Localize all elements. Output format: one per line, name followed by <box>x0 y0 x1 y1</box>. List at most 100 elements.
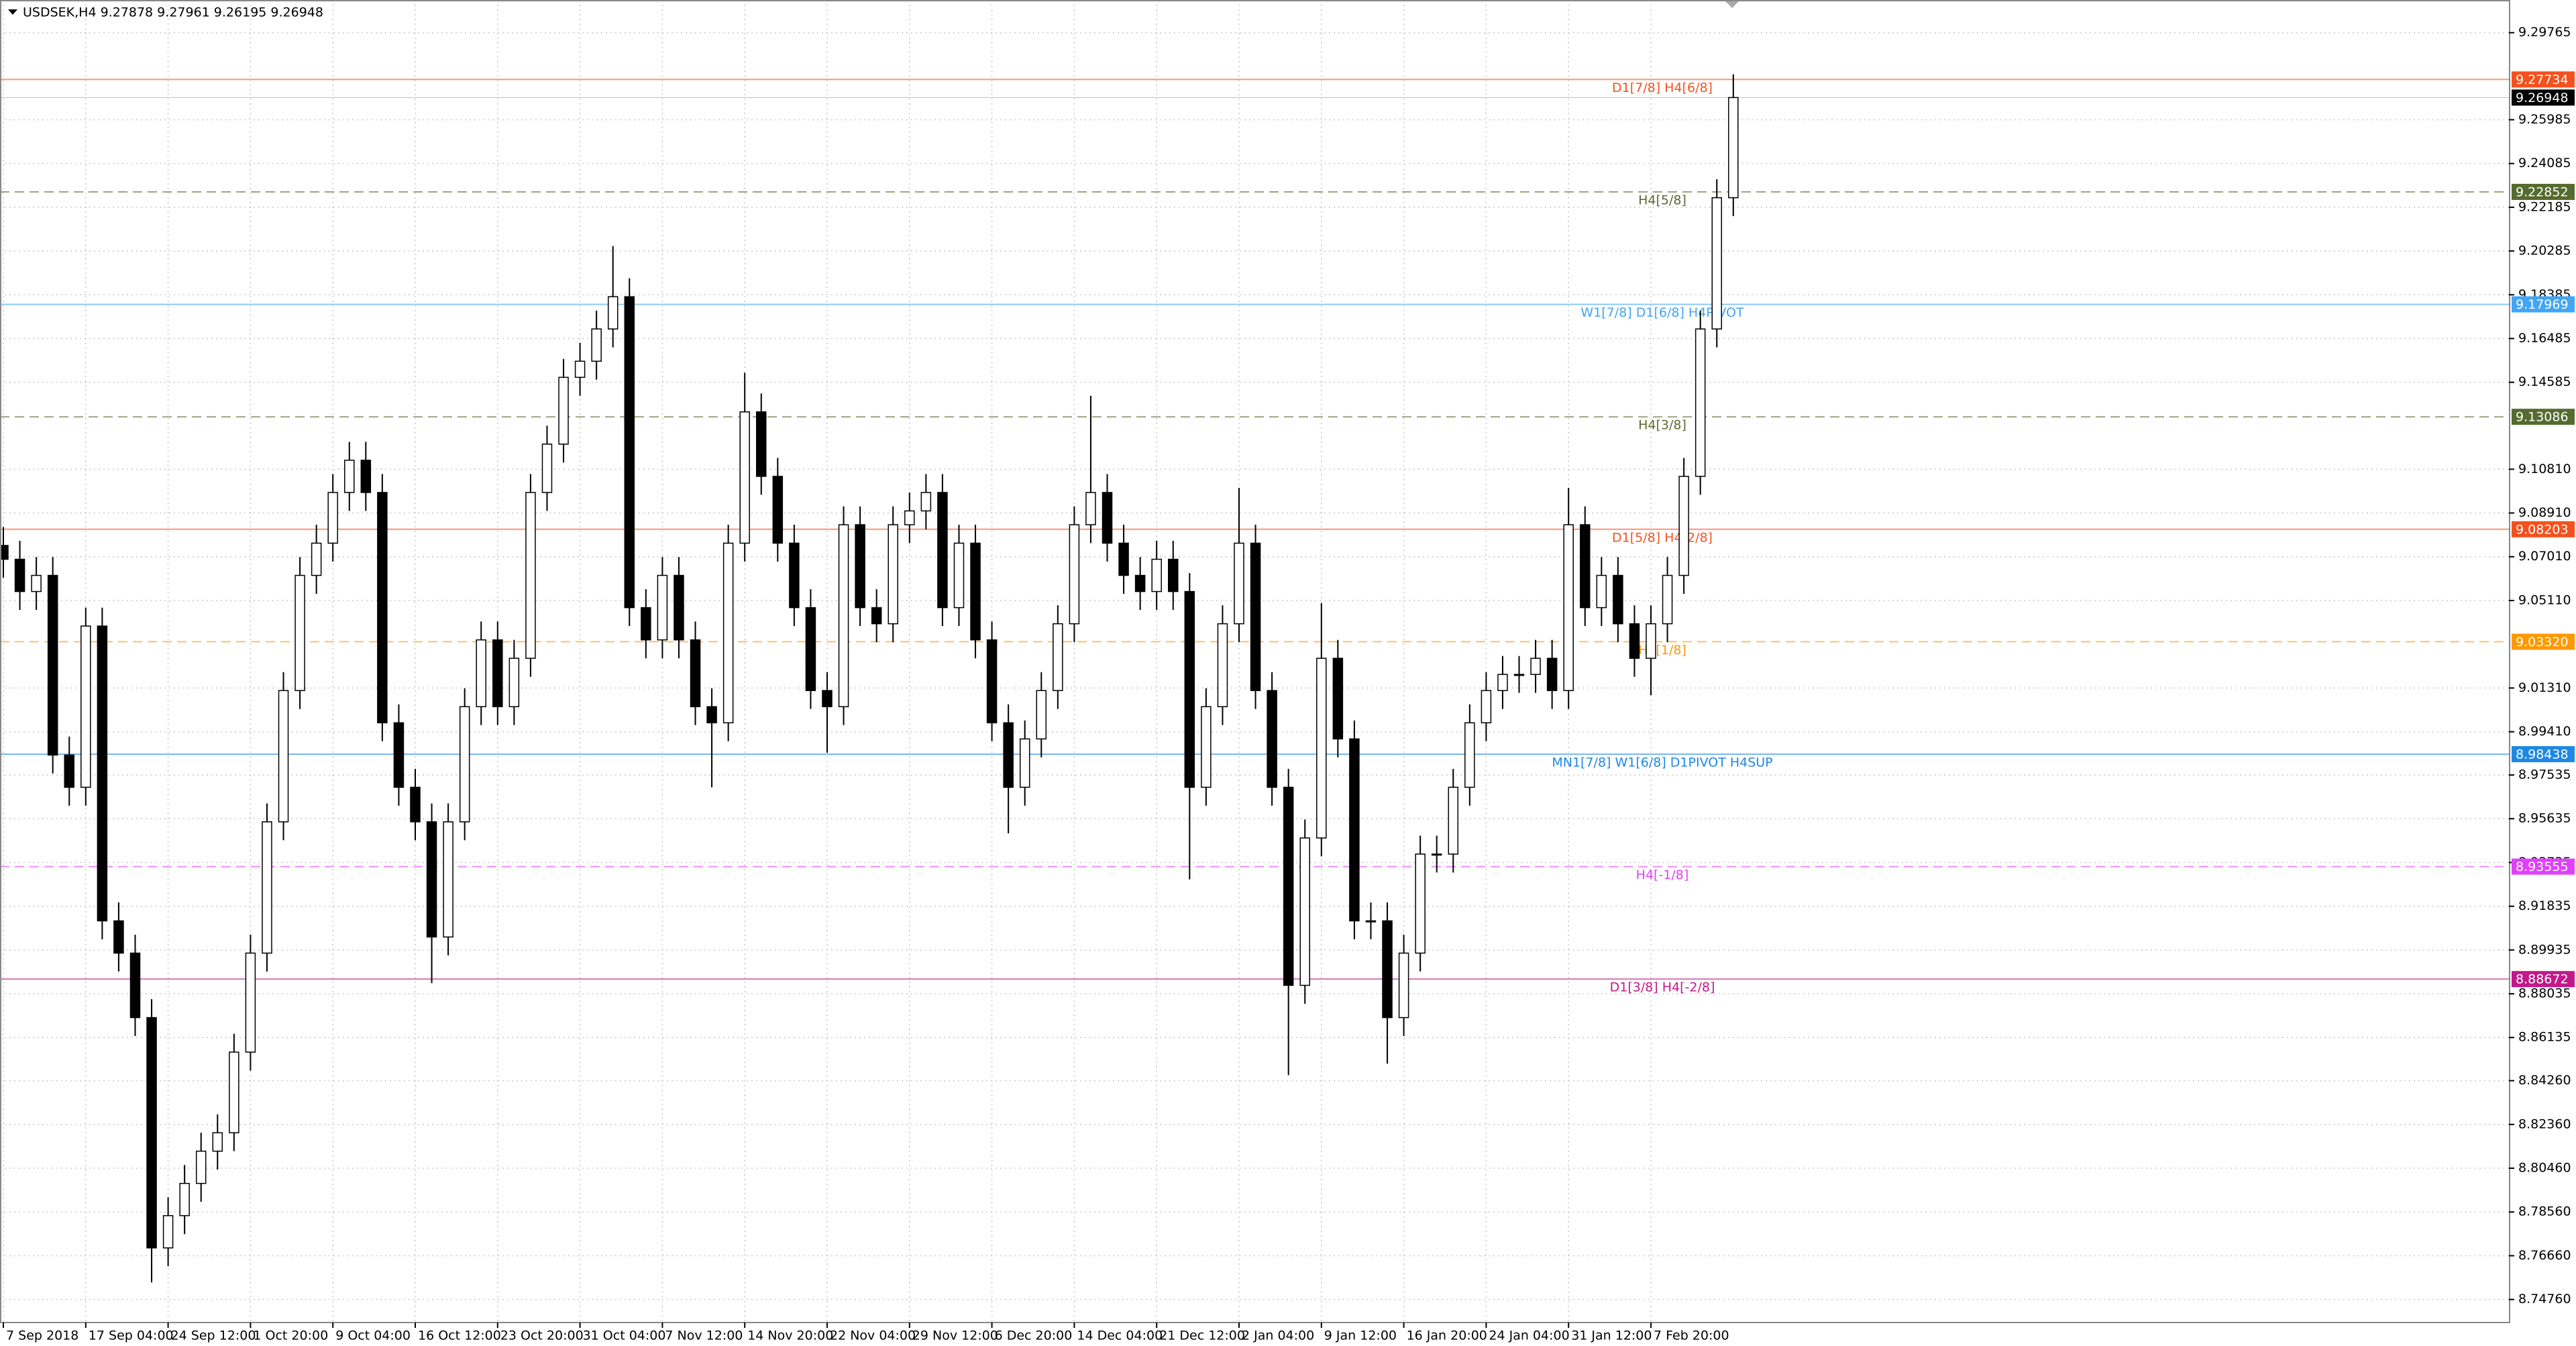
candle-body <box>970 542 981 641</box>
candle-body <box>1662 574 1673 625</box>
candle-body <box>1464 722 1475 788</box>
candle-body <box>739 411 750 544</box>
price-tag <box>2512 183 2575 200</box>
candle-body <box>1513 674 1525 676</box>
y-tick-label: 9.01310 <box>2518 680 2571 695</box>
candle-body <box>1118 542 1129 576</box>
price-tag <box>2512 858 2575 875</box>
candle-body <box>360 460 372 493</box>
candle-body <box>278 690 289 823</box>
y-tick-label: 8.80460 <box>2518 1161 2571 1176</box>
candle-body <box>937 492 948 609</box>
candle-body <box>1168 558 1179 592</box>
candle-body <box>1448 786 1459 855</box>
price-tag-label: 9.22852 <box>2516 185 2569 199</box>
level-label: D1[7/8] H4[6/8] <box>1612 81 1713 95</box>
chart-title: USDSEK,H4 9.27878 9.27961 9.26195 9.2694… <box>23 5 323 20</box>
price-tag-label: 8.98438 <box>2516 747 2569 762</box>
y-tick-label: 8.82360 <box>2518 1117 2571 1131</box>
x-tick-label: 2 Jan 04:00 <box>1242 1329 1314 1343</box>
candle-body <box>855 524 865 609</box>
candle-body <box>146 1017 157 1249</box>
candle-body <box>443 821 453 938</box>
candle-body <box>772 476 784 544</box>
candle-body <box>64 754 74 788</box>
candle-body <box>525 492 536 659</box>
price-tag-label: 9.27734 <box>2516 72 2569 87</box>
level-label: MN1[7/8] W1[6/8] D1PIVOT H4SUP <box>1552 755 1772 770</box>
level-label: H4[3/8] <box>1638 418 1686 433</box>
x-tick-label: 16 Jan 20:00 <box>1407 1329 1487 1343</box>
plot-border <box>0 0 2510 1323</box>
candle-body <box>888 524 898 625</box>
y-tick-label: 9.29765 <box>2518 25 2571 40</box>
candle-body <box>1481 690 1492 723</box>
candle-body <box>1184 590 1195 788</box>
y-tick-label: 8.89935 <box>2518 942 2571 957</box>
candle-body <box>1530 658 1541 675</box>
candle-body <box>212 1132 223 1152</box>
candle-body <box>541 444 553 493</box>
candle-body <box>756 411 767 477</box>
price-tag <box>2512 71 2575 88</box>
candle-body <box>607 296 619 330</box>
price-tag <box>2512 521 2575 537</box>
price-tag-label: 9.26948 <box>2516 91 2569 105</box>
level-label: H4[5/8] <box>1638 193 1686 207</box>
candle-body <box>1151 558 1162 592</box>
candle-body <box>1217 623 1228 707</box>
candle-body <box>162 1214 174 1249</box>
candle-body <box>722 542 734 723</box>
candle-body <box>311 542 322 576</box>
candle-body <box>1267 690 1277 788</box>
candle-body <box>1102 492 1113 544</box>
candle-body <box>591 328 602 362</box>
y-tick-label: 9.10810 <box>2518 462 2571 476</box>
x-tick-label: 7 Sep 2018 <box>6 1329 78 1343</box>
price-tag-label: 9.17969 <box>2516 297 2569 312</box>
price-tag-label: 9.13086 <box>2516 410 2569 425</box>
candle-body <box>1563 524 1574 691</box>
x-tick-label: 23 Oct 20:00 <box>500 1329 584 1343</box>
candle-body <box>344 460 355 493</box>
x-tick-label: 14 Nov 20:00 <box>747 1329 833 1343</box>
candle-body <box>1497 674 1508 691</box>
menu-arrow[interactable] <box>8 9 17 15</box>
x-tick-label: 16 Oct 12:00 <box>418 1329 501 1343</box>
y-tick-label: 8.76660 <box>2518 1248 2571 1263</box>
candle-body <box>822 690 833 707</box>
candle-body <box>245 952 256 1053</box>
candle-body <box>1613 574 1623 625</box>
candle-body <box>871 607 882 625</box>
candle-body <box>1398 952 1409 1019</box>
y-tick-label: 9.22185 <box>2518 199 2571 214</box>
level-label: W1[7/8] D1[6/8] H4PIVOT <box>1580 305 1744 320</box>
candle-body <box>0 545 9 560</box>
candle-body <box>558 376 569 445</box>
x-tick-label: 14 Dec 04:00 <box>1077 1329 1163 1343</box>
candle-body <box>80 625 91 788</box>
price-tag <box>2512 409 2575 425</box>
candle-body <box>674 574 684 641</box>
y-tick-label: 9.05110 <box>2518 592 2571 607</box>
price-tag-label: 9.03320 <box>2516 635 2569 650</box>
candle-body <box>1728 97 1739 199</box>
y-tick-label: 8.84260 <box>2518 1073 2571 1088</box>
price-tag-label: 8.93555 <box>2516 860 2569 874</box>
candle-body <box>294 574 305 691</box>
candle-body <box>508 658 520 707</box>
candle-body <box>1382 920 1393 1019</box>
level-label: D1[3/8] H4[-2/8] <box>1610 980 1715 995</box>
candle-body <box>706 706 717 723</box>
y-tick-label: 8.78560 <box>2518 1204 2571 1219</box>
candle-body <box>1546 658 1558 691</box>
candle-body <box>1234 542 1244 625</box>
candle-body <box>1036 690 1047 739</box>
level-label: H4[-1/8] <box>1636 868 1689 882</box>
x-tick-label: 9 Oct 04:00 <box>335 1329 411 1343</box>
y-tick-label: 9.20285 <box>2518 244 2571 258</box>
y-tick-label: 8.97535 <box>2518 767 2571 782</box>
x-tick-label: 9 Jan 12:00 <box>1324 1329 1397 1343</box>
